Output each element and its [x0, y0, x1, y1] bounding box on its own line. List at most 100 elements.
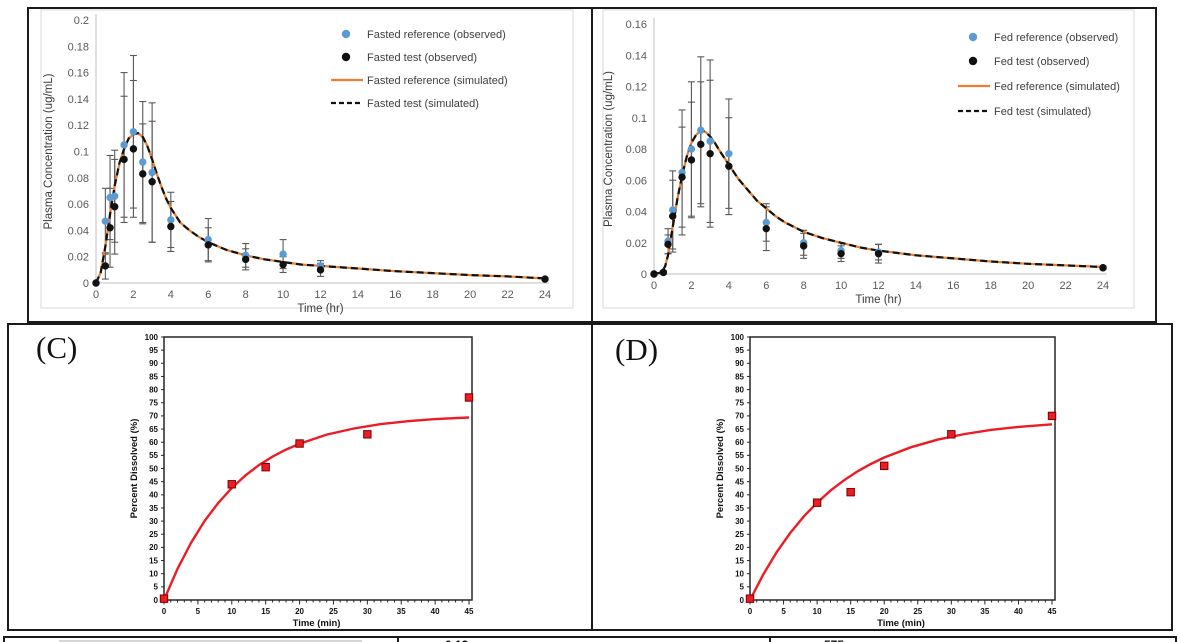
- x-tick-label: 20: [1022, 280, 1034, 292]
- y-tick-label: 85: [149, 372, 158, 381]
- data-point: [880, 461, 889, 471]
- x-tick-label: 20: [464, 289, 476, 301]
- x-tick-label: 35: [397, 607, 406, 616]
- y-tick-label: 40: [149, 491, 158, 500]
- x-tick-label: 14: [910, 280, 922, 292]
- x-tick-label: 16: [947, 280, 959, 292]
- y-tick-label: 15: [149, 556, 158, 565]
- data-point: [279, 260, 287, 269]
- y-tick-label: 0.08: [68, 173, 89, 185]
- x-tick-label: 10: [227, 607, 236, 616]
- x-tick-label: 5: [196, 607, 201, 616]
- data-point: [650, 270, 658, 278]
- y-tick-label: 0.2: [74, 15, 89, 27]
- x-tick-label: 14: [352, 289, 364, 301]
- y-tick-label: 0.12: [68, 120, 89, 132]
- x-tick-label: 10: [813, 607, 822, 616]
- data-point: [139, 158, 147, 166]
- y-tick-label: 5: [740, 583, 745, 592]
- x-tick-label: 20: [880, 607, 889, 616]
- legend-marker: [968, 32, 978, 42]
- data-point: [148, 168, 156, 177]
- x-tick-label: 6: [205, 289, 211, 301]
- data-point: [659, 268, 668, 277]
- data-point: [669, 206, 677, 214]
- y-axis-title: Percent Dissolved (%): [715, 419, 726, 519]
- chart-frame: [40, 9, 574, 309]
- data-point: [129, 145, 138, 153]
- data-point: [874, 249, 883, 258]
- y-tick-label: 0.04: [626, 207, 647, 219]
- y-tick-label: 80: [735, 385, 744, 394]
- y-tick-label: 0: [740, 596, 745, 605]
- table-strip-border-2: [769, 638, 771, 642]
- x-tick-label: 0: [748, 607, 753, 616]
- data-point: [92, 279, 100, 287]
- panel-a-chart: 0 0.02 0.04 0.06 0.08 0.1 0.12 0.14 0.16 0.18 0.2 0…: [40, 9, 574, 315]
- y-tick-label: 0.1: [74, 147, 89, 159]
- y-tick-label: 40: [735, 491, 744, 500]
- plot-frame: [749, 336, 1056, 601]
- y-tick-label: 55: [735, 451, 744, 460]
- x-tick-label: 5: [781, 607, 786, 616]
- legend-item-label: Fasted reference (simulated): [367, 75, 508, 87]
- data-point: [541, 275, 549, 283]
- y-tick-label: 95: [149, 346, 158, 355]
- data-point: [363, 430, 372, 439]
- y-tick-label: 0.08: [626, 144, 647, 156]
- data-point: [129, 128, 138, 136]
- fitted-curve: [162, 416, 470, 601]
- data-point: [697, 126, 705, 134]
- table-strip: 0.13 575: [3, 636, 1177, 642]
- y-tick-label: 30: [149, 517, 158, 526]
- legend-item-label: Fasted reference (observed): [367, 29, 506, 41]
- y-tick-label: 0.06: [68, 199, 89, 211]
- legend-item-label: Fed reference (observed): [994, 32, 1118, 44]
- data-point: [464, 393, 474, 402]
- top-section-divider: [591, 7, 593, 323]
- x-tick-label: 0: [651, 280, 657, 292]
- panel-c-label: (C): [36, 330, 78, 365]
- data-point: [669, 212, 677, 220]
- panel-c-chart: 0510152025303540455055606570758085909510…: [129, 333, 474, 629]
- x-axis-title: Time (min): [877, 618, 925, 629]
- y-tick-label: 0.18: [68, 41, 89, 53]
- y-tick-label: 0.14: [626, 50, 647, 62]
- data-point: [227, 480, 236, 489]
- x-tick-label: 22: [501, 289, 513, 301]
- data-point: [241, 255, 250, 264]
- x-tick-label: 35: [980, 607, 989, 616]
- y-tick-label: 20: [735, 543, 744, 552]
- x-tick-label: 24: [539, 289, 551, 301]
- y-tick-label: 35: [735, 504, 744, 513]
- y-tick-label: 0: [83, 278, 89, 290]
- data-point: [725, 149, 733, 158]
- x-tick-label: 40: [431, 607, 440, 616]
- bottom-section-divider: [591, 323, 593, 631]
- table-strip-grayband-left: [59, 640, 362, 642]
- y-tick-label: 35: [149, 504, 158, 513]
- y-axis-title: Plasma Concentration (ug/mL): [603, 71, 615, 227]
- x-tick-label: 45: [465, 607, 474, 616]
- data-point: [120, 155, 128, 164]
- x-tick-label: 18: [427, 289, 439, 301]
- legend-item-label: Fed test (simulated): [994, 106, 1091, 118]
- data-point: [101, 262, 110, 270]
- panel-d-chart: 0510152025303540455055606570758085909510…: [715, 333, 1057, 629]
- data-point: [706, 137, 714, 145]
- data-point: [204, 241, 212, 249]
- y-tick-label: 0.14: [68, 94, 89, 106]
- x-tick-label: 15: [261, 607, 270, 616]
- y-tick-label: 10: [735, 570, 744, 579]
- y-tick-label: 10: [149, 570, 158, 579]
- data-point: [745, 594, 755, 603]
- table-cell-value-2: 575: [824, 638, 844, 642]
- y-tick-label: 5: [154, 583, 159, 592]
- data-point: [725, 162, 733, 170]
- data-point: [111, 203, 119, 211]
- x-tick-label: 8: [243, 289, 249, 301]
- x-tick-label: 4: [168, 289, 174, 301]
- x-tick-label: 6: [763, 280, 769, 292]
- x-tick-label: 40: [1014, 607, 1023, 616]
- y-tick-label: 75: [735, 399, 744, 408]
